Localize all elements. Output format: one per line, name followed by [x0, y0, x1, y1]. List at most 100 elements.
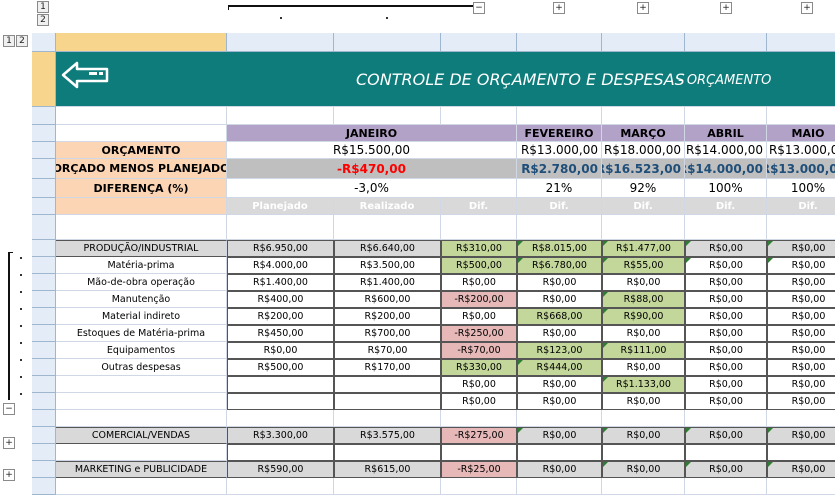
cell-M6[interactable]: 100% [685, 179, 767, 198]
cell-A8[interactable] [56, 215, 227, 240]
cell-B18[interactable] [227, 393, 334, 410]
cell-J30[interactable] [602, 444, 685, 461]
expand-column-group-button[interactable]: + [720, 2, 732, 14]
cell-M31[interactable]: R$0,00 [685, 461, 767, 478]
cell-G17[interactable]: R$0,00 [517, 376, 602, 393]
row-header-3[interactable] [32, 125, 56, 142]
cell-G5[interactable]: R$2.780,00 [517, 159, 602, 179]
cell-G41[interactable] [517, 478, 602, 495]
cell-D9[interactable]: R$310,00 [441, 240, 517, 257]
cell-G30[interactable] [517, 444, 602, 461]
cell-P31[interactable]: R$0,00 [767, 461, 835, 478]
cell-M41[interactable] [685, 478, 767, 495]
summary-label-5[interactable]: ORÇADO MENOS PLANEJADO [56, 159, 227, 179]
summary-label-4[interactable]: ORÇAMENTO [56, 142, 227, 159]
column-outline-level-2-button[interactable]: 2 [37, 14, 49, 26]
cell-P30[interactable] [767, 444, 835, 461]
cell-D10[interactable]: R$500,00 [441, 257, 517, 274]
cell-A17[interactable] [56, 376, 227, 393]
row-header-13[interactable] [32, 308, 56, 325]
cell-C12[interactable]: R$600,00 [334, 291, 441, 308]
collapse-row-group-button[interactable]: − [3, 403, 15, 415]
cell-G8[interactable] [517, 215, 602, 240]
cell-M14[interactable]: R$0,00 [685, 325, 767, 342]
cell-P11[interactable]: R$0,00 [767, 274, 835, 291]
row-header-6[interactable] [32, 179, 56, 198]
cell-C9[interactable]: R$6.640,00 [334, 240, 441, 257]
cell-P12[interactable]: R$0,00 [767, 291, 835, 308]
cell-J8[interactable] [602, 215, 685, 240]
cell-J16[interactable]: R$0,00 [602, 359, 685, 376]
row-outline-level-1-button[interactable]: 1 [3, 35, 15, 47]
expand-column-group-button[interactable]: + [637, 2, 649, 14]
cell-G15[interactable]: R$123,00 [517, 342, 602, 359]
cell-B7[interactable]: Planejado [227, 198, 334, 215]
cell-A41[interactable] [56, 478, 227, 495]
column-header-B[interactable] [227, 33, 334, 52]
cell-B13[interactable]: R$200,00 [227, 308, 334, 325]
cell-P14[interactable]: R$0,00 [767, 325, 835, 342]
cell-C8[interactable] [334, 215, 441, 240]
cell-D30[interactable] [441, 444, 517, 461]
column-header-P[interactable] [767, 33, 835, 52]
cell-B14[interactable]: R$450,00 [227, 325, 334, 342]
select-all-corner[interactable] [32, 33, 56, 52]
cell-M18[interactable]: R$0,00 [685, 393, 767, 410]
cell-P6[interactable]: 100% [767, 179, 835, 198]
cell-B9[interactable]: R$6.950,00 [227, 240, 334, 257]
cell-B11[interactable]: R$1.400,00 [227, 274, 334, 291]
cell-P5[interactable]: R$13.000,00 [767, 159, 835, 179]
row-header-15[interactable] [32, 342, 56, 359]
cell-D15[interactable]: -R$70,00 [441, 342, 517, 359]
cell-P9[interactable]: R$0,00 [767, 240, 835, 257]
month-header-G[interactable]: FEVEREIRO [517, 125, 602, 142]
month-header-M[interactable]: ABRIL [685, 125, 767, 142]
row-header-19[interactable] [32, 410, 56, 427]
cell-C19[interactable] [334, 410, 441, 427]
expand-column-group-button[interactable]: + [553, 2, 565, 14]
row-header-31[interactable] [32, 461, 56, 478]
cell-B2[interactable] [227, 107, 334, 125]
cell-J15[interactable]: R$111,00 [602, 342, 685, 359]
cell-P2[interactable] [767, 107, 835, 125]
cell-D20[interactable]: -R$275,00 [441, 427, 517, 444]
cell-B10[interactable]: R$4.000,00 [227, 257, 334, 274]
cell-D12[interactable]: -R$200,00 [441, 291, 517, 308]
cell-C13[interactable]: R$200,00 [334, 308, 441, 325]
cell-A12[interactable]: Manutenção [56, 291, 227, 308]
cell-G16[interactable]: R$444,00 [517, 359, 602, 376]
cell-B4[interactable]: R$15.500,00 [227, 142, 517, 159]
cell-A11[interactable]: Mão-de-obra operação [56, 274, 227, 291]
cell-A13[interactable]: Material indireto [56, 308, 227, 325]
column-outline-level-1-button[interactable]: 1 [37, 1, 49, 13]
cell-G13[interactable]: R$668,00 [517, 308, 602, 325]
cell-D16[interactable]: R$330,00 [441, 359, 517, 376]
cell-C30[interactable] [334, 444, 441, 461]
cell-M11[interactable]: R$0,00 [685, 274, 767, 291]
cell-C41[interactable] [334, 478, 441, 495]
cell-M17[interactable]: R$0,00 [685, 376, 767, 393]
cell-M8[interactable] [685, 215, 767, 240]
cell-G11[interactable]: R$0,00 [517, 274, 602, 291]
month-header-J[interactable]: MARÇO [602, 125, 685, 142]
cell-P15[interactable]: R$0,00 [767, 342, 835, 359]
cell-J2[interactable] [602, 107, 685, 125]
row-header-12[interactable] [32, 291, 56, 308]
cell-G9[interactable]: R$8.015,00 [517, 240, 602, 257]
column-header-C[interactable] [334, 33, 441, 52]
cell-A7[interactable] [56, 198, 227, 215]
cell-A3[interactable] [56, 125, 227, 142]
cell-J5[interactable]: R$16.523,00 [602, 159, 685, 179]
cell-J31[interactable]: R$0,00 [602, 461, 685, 478]
row-header-5[interactable] [32, 159, 56, 179]
cell-D13[interactable]: R$0,00 [441, 308, 517, 325]
cell-C14[interactable]: R$700,00 [334, 325, 441, 342]
cell-J20[interactable]: R$0,00 [602, 427, 685, 444]
cell-P8[interactable] [767, 215, 835, 240]
cell-J14[interactable]: R$0,00 [602, 325, 685, 342]
cell-M13[interactable]: R$0,00 [685, 308, 767, 325]
cell-J17[interactable]: R$1.133,00 [602, 376, 685, 393]
cell-G14[interactable]: R$0,00 [517, 325, 602, 342]
row-header-8[interactable] [32, 215, 56, 240]
cell-D14[interactable]: -R$250,00 [441, 325, 517, 342]
